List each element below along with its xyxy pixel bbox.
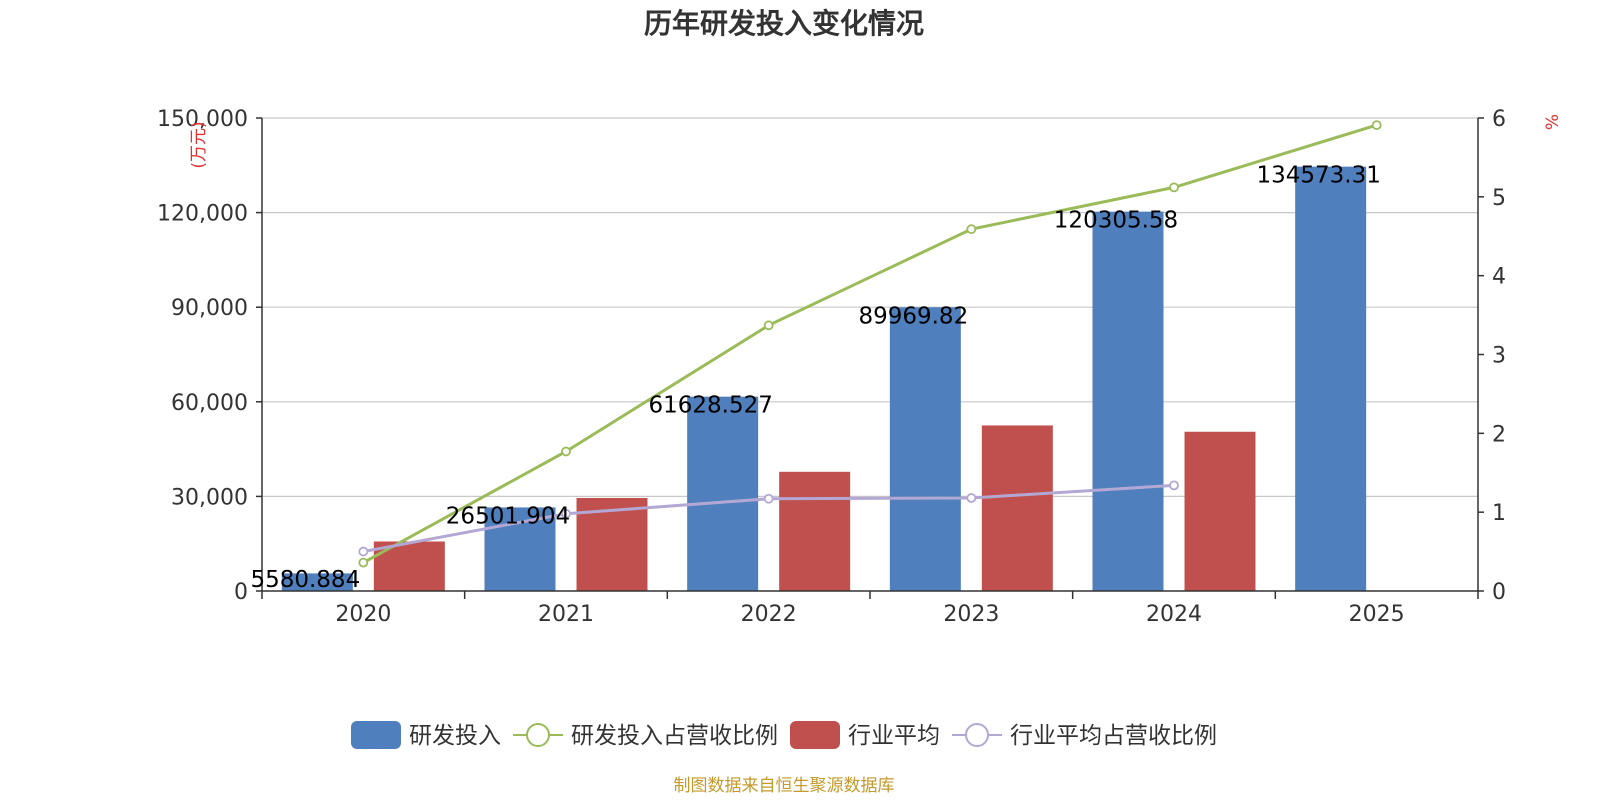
legend-label: 研发投入 (409, 723, 501, 749)
right-axis-unit: % (1543, 114, 1563, 130)
line-rd-ratio (362, 123, 1378, 564)
grid-lines (262, 117, 1478, 497)
line-point (358, 557, 369, 568)
left-axis-tick-label: 0 (234, 580, 248, 605)
axes: 0 30,000 60,000 90,000 120,000 150,000 0 1 2 3 4 5 6… (157, 107, 1506, 627)
right-axis-tick-label: 5 (1492, 186, 1506, 211)
source-note: 制图数据来自恒生聚源数据库 (674, 776, 895, 796)
line-point (763, 320, 774, 331)
bar-rd-investment (687, 396, 759, 591)
legend-label: 行业平均占营收比例 (1010, 723, 1217, 749)
right-axis-tick-label: 0 (1492, 580, 1506, 605)
right-axis-tick-label: 2 (1492, 422, 1506, 447)
left-axis-tick-label: 90,000 (171, 296, 248, 321)
left-axis-tick-label: 60,000 (171, 391, 248, 416)
bar-rd-investment (1092, 211, 1164, 591)
bar-rd-investment (281, 573, 353, 591)
x-axis-tick-label: 2020 (335, 602, 391, 627)
line-point (561, 446, 571, 457)
x-axis-tick-label: 2021 (538, 602, 594, 627)
line-point (561, 508, 571, 519)
legend-label: 研发投入占营收比例 (571, 723, 778, 749)
data-label: 89969.82 (858, 303, 968, 329)
left-axis-tick-label: 120,000 (157, 202, 248, 227)
left-axis-tick-label: 150,000 (157, 107, 248, 132)
left-axis-tick-label: 30,000 (171, 485, 248, 510)
line-point (1169, 480, 1179, 491)
data-label: 26501.904 (446, 503, 570, 529)
left-axis-unit: (万元) (189, 121, 209, 168)
data-label: 120305.58 (1054, 208, 1178, 234)
bar-rd-investment (889, 307, 961, 591)
x-axis-tick-label: 2025 (1349, 602, 1405, 627)
legend-label: 行业平均 (848, 723, 940, 749)
line-point (966, 224, 977, 235)
right-axis-tick-label: 3 (1492, 344, 1506, 369)
legend-swatch (351, 721, 401, 749)
bar-industry-average (779, 471, 851, 591)
right-axis-tick-label: 4 (1492, 265, 1506, 290)
legend: 研发投入 研发投入占营收比例 行业平均 行业平均占营收比例 (351, 721, 1217, 749)
x-axis-tick-label: 2023 (943, 602, 999, 627)
chart-title: 历年研发投入变化情况 (644, 7, 924, 40)
line-point (1371, 120, 1382, 130)
data-labels: 5580.884 26501.904 61628.527 89969.82 120305… (250, 163, 1380, 593)
line-point (763, 493, 774, 504)
legend-swatch-marker (526, 723, 550, 747)
x-axis-tick-label: 2024 (1146, 602, 1202, 627)
data-label: 61628.527 (648, 393, 772, 419)
right-axis-tick-label: 6 (1492, 107, 1506, 132)
line-point (1169, 182, 1179, 193)
right-axis-tick-label: 1 (1492, 501, 1506, 526)
bar-industry-average (1184, 431, 1256, 591)
legend-swatch (790, 721, 840, 749)
line-series (358, 120, 1382, 568)
legend-swatch-marker (965, 723, 989, 747)
bar-industry-average (981, 425, 1053, 591)
line-point (966, 493, 977, 503)
data-label: 134573.31 (1256, 163, 1380, 189)
bar-rd-investment (1295, 166, 1367, 591)
line-point (358, 546, 369, 557)
bar-series (281, 166, 1367, 591)
data-label: 5580.884 (250, 567, 360, 593)
x-axis-tick-label: 2022 (741, 602, 797, 627)
